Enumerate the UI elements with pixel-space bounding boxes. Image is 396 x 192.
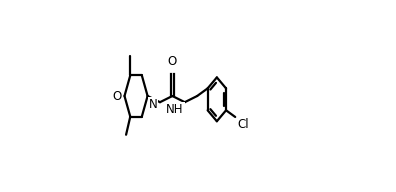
Text: Cl: Cl (238, 118, 249, 131)
Text: NH: NH (166, 103, 184, 116)
Text: O: O (168, 55, 177, 68)
Text: N: N (148, 98, 157, 111)
Text: O: O (112, 89, 122, 103)
